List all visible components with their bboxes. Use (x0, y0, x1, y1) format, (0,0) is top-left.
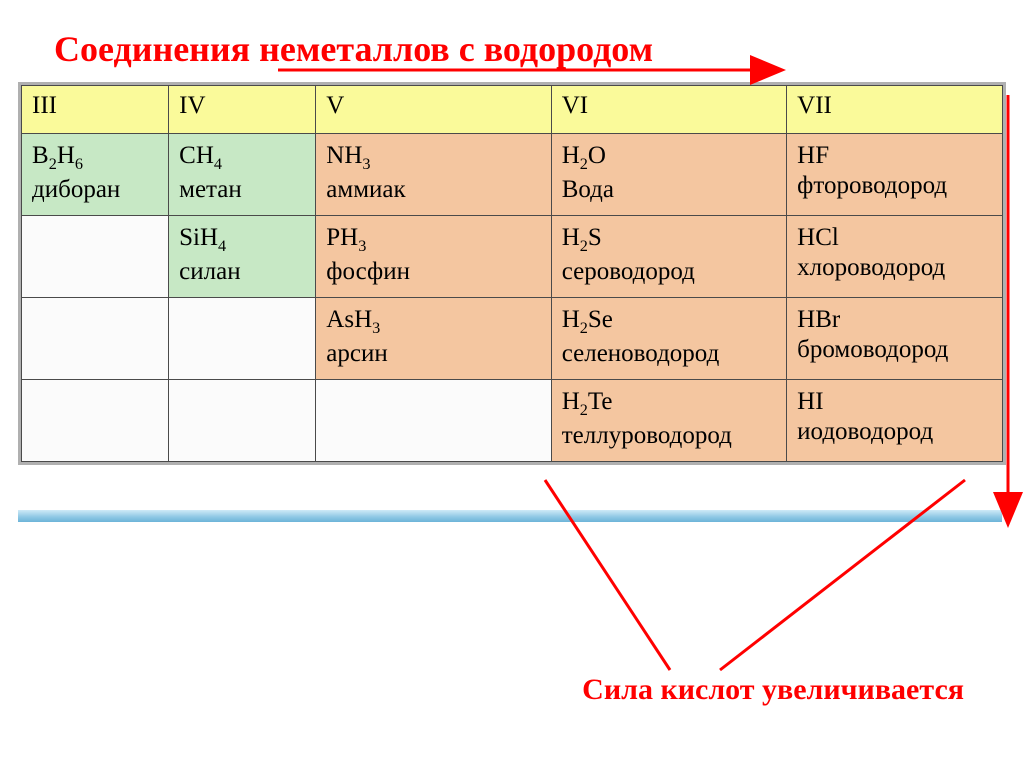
compound-formula: H2O (562, 142, 776, 174)
compound-name: бромоводород (797, 336, 992, 364)
compound-name: диборан (32, 176, 158, 204)
table-cell: H2Teтеллуроводород (551, 380, 786, 462)
compound-name: Вода (562, 176, 776, 204)
compounds-table-wrap: IIIIVVVIVIIB2H6диборанCH4метанNH3аммиакH… (18, 82, 1006, 465)
annotation-arrow (720, 480, 965, 670)
table-cell: NH3аммиак (316, 134, 551, 216)
decorative-bar (18, 510, 1002, 522)
column-header: III (22, 86, 169, 134)
table-cell: SiH4силан (169, 216, 316, 298)
table-cell (22, 380, 169, 462)
compound-name: селеноводород (562, 340, 776, 368)
table-cell: PH3фосфин (316, 216, 551, 298)
table-cell: CH4метан (169, 134, 316, 216)
compound-name: метан (179, 176, 305, 204)
compound-formula: H2Se (562, 306, 776, 338)
compound-name: фтороводород (797, 172, 992, 200)
compound-formula: NH3 (326, 142, 540, 174)
table-row: B2H6диборанCH4метанNH3аммиакH2OВодаHFфто… (22, 134, 1003, 216)
table-cell (22, 298, 169, 380)
table-cell: HIиодоводород (787, 380, 1003, 462)
table-cell: B2H6диборан (22, 134, 169, 216)
table-cell: H2OВода (551, 134, 786, 216)
column-header: IV (169, 86, 316, 134)
table-cell (22, 216, 169, 298)
compound-formula: HBr (797, 306, 992, 334)
footer-caption: Сила кислот увеличивается (582, 673, 964, 707)
compound-formula: CH4 (179, 142, 305, 174)
compound-formula: HF (797, 142, 992, 170)
compound-formula: H2Te (562, 388, 776, 420)
compound-name: сероводород (562, 258, 776, 286)
column-header: VII (787, 86, 1003, 134)
table-cell: H2Seселеноводород (551, 298, 786, 380)
compound-formula: B2H6 (32, 142, 158, 174)
compound-name: аммиак (326, 176, 540, 204)
compound-name: арсин (326, 340, 540, 368)
table-cell: H2Sсероводород (551, 216, 786, 298)
table-cell: HBrбромоводород (787, 298, 1003, 380)
table-cell (316, 380, 551, 462)
compound-name: теллуроводород (562, 422, 776, 450)
compound-formula: HCl (797, 224, 992, 252)
compound-name: иодоводород (797, 418, 992, 446)
compound-name: хлороводород (797, 254, 992, 282)
table-row: AsH3арсинH2SeселеноводородHBrбромоводоро… (22, 298, 1003, 380)
table-cell: AsH3арсин (316, 298, 551, 380)
compound-formula: H2S (562, 224, 776, 256)
table-cell (169, 380, 316, 462)
column-header: V (316, 86, 551, 134)
table-cell (169, 298, 316, 380)
compound-formula: PH3 (326, 224, 540, 256)
compound-name: силан (179, 258, 305, 286)
annotation-arrow (545, 480, 670, 670)
compound-formula: HI (797, 388, 992, 416)
table-cell: HClхлороводород (787, 216, 1003, 298)
column-header: VI (551, 86, 786, 134)
table-row: H2TeтеллуроводородHIиодоводород (22, 380, 1003, 462)
table-cell: HFфтороводород (787, 134, 1003, 216)
compound-formula: AsH3 (326, 306, 540, 338)
page-title: Соединения неметаллов с водородом (0, 0, 1024, 82)
table-row: SiH4силанPH3фосфинH2SсероводородHClхлоро… (22, 216, 1003, 298)
compounds-table: IIIIVVVIVIIB2H6диборанCH4метанNH3аммиакH… (21, 85, 1003, 462)
compound-formula: SiH4 (179, 224, 305, 256)
compound-name: фосфин (326, 258, 540, 286)
